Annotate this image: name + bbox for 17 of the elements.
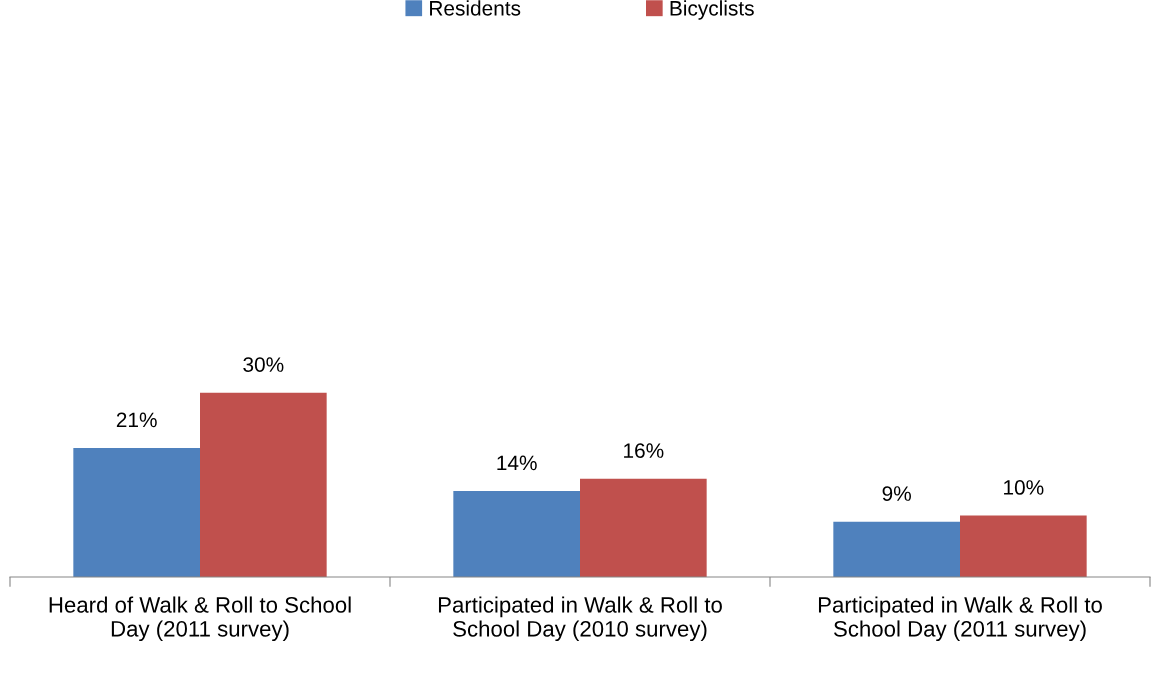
data-label: 30% bbox=[243, 357, 284, 372]
bar bbox=[453, 491, 580, 577]
x-tick-label: Participated in Walk & Roll to School Day (2011 survey) bbox=[818, 596, 1102, 642]
data-label: 16% bbox=[624, 443, 664, 458]
x-tick-label: Participated in Walk & Roll to School Day (2010 survey) bbox=[438, 596, 722, 642]
bar bbox=[73, 448, 200, 577]
data-label: 14% bbox=[497, 455, 537, 471]
bar bbox=[580, 478, 707, 577]
bar bbox=[200, 392, 327, 577]
bar bbox=[833, 521, 960, 577]
data-label: 9% bbox=[882, 486, 911, 501]
data-label: 10% bbox=[1004, 480, 1044, 495]
legend-label: Residents bbox=[430, 0, 521, 16]
bar bbox=[960, 515, 1087, 577]
data-label: 21% bbox=[116, 412, 157, 428]
legend-label: Bicyclists bbox=[670, 0, 754, 20]
x-tick-label: Heard of Walk & Roll to School Day (2011 survey) bbox=[49, 596, 351, 642]
